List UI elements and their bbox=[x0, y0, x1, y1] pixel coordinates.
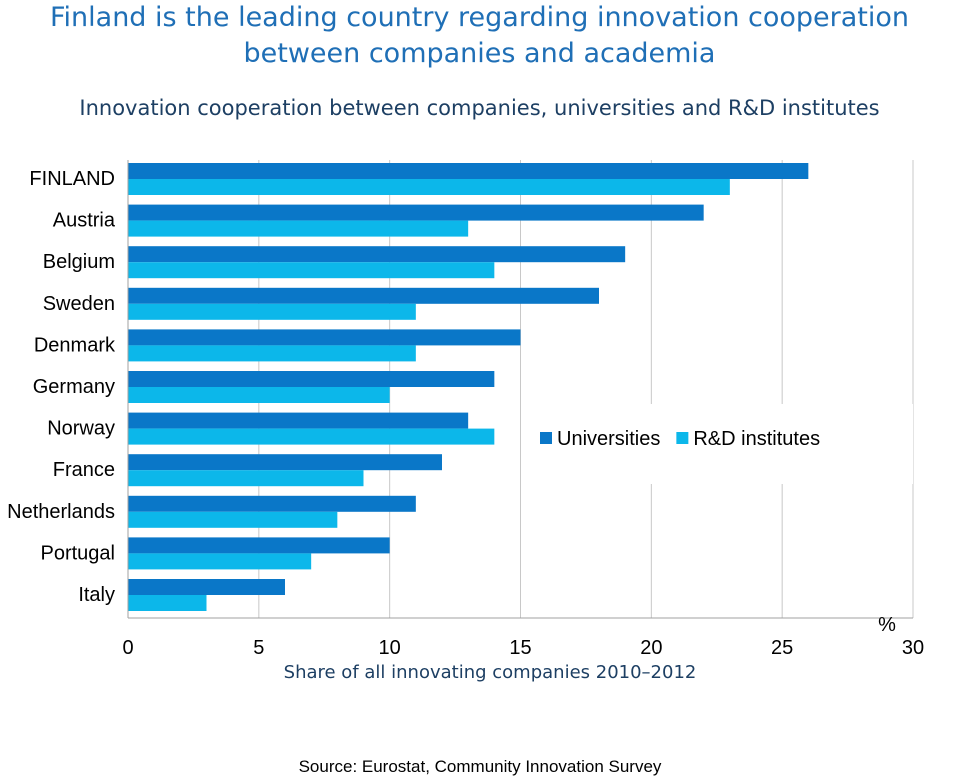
bar-austria-r-d-institutes bbox=[128, 220, 469, 237]
legend-swatch bbox=[676, 432, 689, 444]
x-tick-label: 10 bbox=[379, 637, 401, 659]
title-line-1: Finland is the leading country regarding… bbox=[49, 2, 910, 33]
x-tick-label: 20 bbox=[640, 637, 662, 659]
bar-denmark-universities bbox=[128, 329, 521, 346]
x-tick-label: 5 bbox=[253, 637, 264, 659]
bar-denmark-r-d-institutes bbox=[128, 345, 416, 362]
bar-netherlands-universities bbox=[128, 495, 416, 512]
bar-sweden-r-d-institutes bbox=[128, 303, 416, 320]
bar-portugal-r-d-institutes bbox=[128, 553, 312, 570]
bar-finland-r-d-institutes bbox=[128, 179, 730, 195]
bar-austria-universities bbox=[128, 204, 704, 221]
x-tick-label: 15 bbox=[509, 637, 531, 659]
bar-belgium-r-d-institutes bbox=[128, 262, 495, 279]
category-label: Germany bbox=[33, 376, 115, 398]
category-label: France bbox=[53, 459, 115, 481]
bar-germany-universities bbox=[128, 371, 495, 387]
bar-germany-r-d-institutes bbox=[128, 387, 390, 403]
category-label: FINLAND bbox=[29, 168, 115, 190]
x-tick-label: 25 bbox=[771, 637, 793, 659]
bar-finland-universities bbox=[128, 163, 809, 179]
bar-italy-universities bbox=[128, 579, 285, 595]
legend-swatch bbox=[540, 432, 552, 444]
page-title: Finland is the leading country regarding… bbox=[0, 0, 959, 72]
bar-italy-r-d-institutes bbox=[128, 595, 207, 611]
bar-portugal-universities bbox=[128, 537, 390, 554]
bar-netherlands-r-d-institutes bbox=[128, 511, 338, 528]
legend-entry: R&D institutes bbox=[693, 428, 820, 450]
x-tick-label: 0 bbox=[122, 637, 133, 659]
source-note: Source: Eurostat, Community Innovation S… bbox=[298, 757, 662, 776]
unit-label: % bbox=[878, 614, 896, 636]
legend-background bbox=[533, 404, 913, 484]
title-line-2: between companies and academia bbox=[243, 38, 716, 69]
category-label: Austria bbox=[53, 210, 116, 232]
bar-sweden-universities bbox=[128, 287, 599, 304]
bar-belgium-universities bbox=[128, 246, 626, 263]
category-label: Sweden bbox=[43, 293, 115, 315]
bar-norway-universities bbox=[128, 412, 469, 429]
category-label: Belgium bbox=[43, 251, 115, 273]
x-axis-label: Share of all innovating companies 2010–2… bbox=[283, 662, 697, 683]
category-label: Norway bbox=[47, 418, 115, 440]
legend-entry: Universities bbox=[557, 428, 660, 450]
category-label: Portugal bbox=[41, 542, 116, 564]
bar-france-universities bbox=[128, 454, 442, 471]
bar-france-r-d-institutes bbox=[128, 470, 364, 487]
category-label: Netherlands bbox=[7, 501, 115, 523]
category-label: Denmark bbox=[34, 334, 116, 356]
chart-subtitle: Innovation cooperation between companies… bbox=[79, 96, 880, 120]
bar-chart: FINLAND Austria Belgium Sweden Denmark German… bbox=[7, 160, 924, 659]
x-tick-label: 30 bbox=[902, 637, 924, 659]
bar-norway-r-d-institutes bbox=[128, 428, 495, 445]
category-label: Italy bbox=[78, 584, 115, 606]
